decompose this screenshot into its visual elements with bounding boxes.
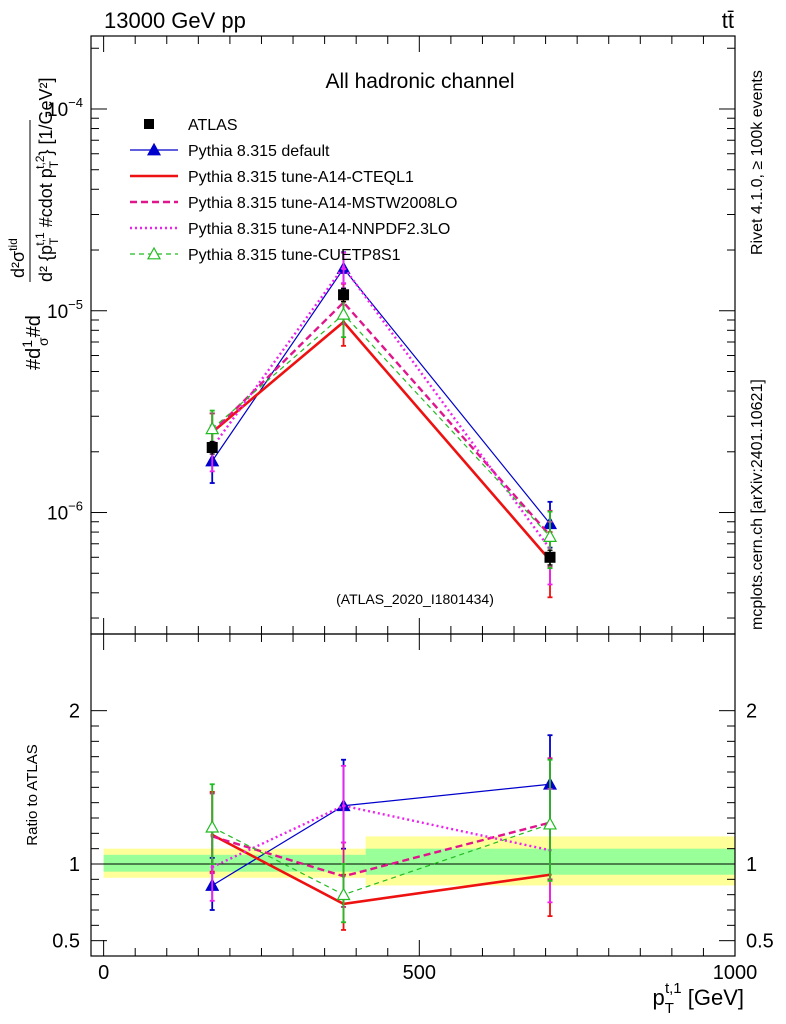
legend-label-atlas: ATLAS	[188, 117, 238, 134]
legend-label-nnpdf: Pythia 8.315 tune-A14-NNPDF2.3LO	[188, 221, 450, 238]
main-y-tick-mantissa: 10	[47, 302, 68, 323]
main-y-tick-exponent: −4	[68, 95, 83, 110]
marker-atlas	[544, 551, 556, 563]
main-y-tick-mantissa: 10	[47, 504, 68, 525]
legend-marker-default	[146, 142, 162, 156]
legend: ATLAS Pythia 8.315 default Pythia 8.315 tu…	[130, 117, 457, 264]
marker-nnpdf	[341, 265, 346, 269]
marker-cuetp	[205, 421, 220, 435]
series-line-cteql1	[211, 320, 551, 562]
x-tick-label: 500	[403, 962, 436, 984]
ratio-y-tick-label-right: 2	[746, 701, 757, 723]
marker-cuetp	[542, 529, 558, 542]
ratio-y-tick-label-right: 0.5	[746, 931, 774, 953]
ylabel-bottom-sub2: T	[47, 160, 61, 168]
svg-text:#d1σ#d: #d1σ#d	[19, 315, 51, 370]
ylabel-part-b: #d	[23, 315, 45, 337]
channel-title: All hadronic channel	[325, 70, 514, 93]
ylabel-bottom-close: }	[36, 150, 56, 156]
main-plot-panel	[205, 251, 558, 599]
x-tick-label: 0	[98, 962, 109, 984]
ylabel-frac-den: σ	[35, 337, 51, 346]
series-line-nnpdf	[211, 264, 551, 550]
ylabel-bottom-sup: t,1	[33, 232, 47, 246]
ratio-axes: 0.5 0.5 1 1 2 2 0 500 1000	[52, 634, 774, 984]
ratio-marker-cuetp	[542, 816, 558, 830]
energy-label: 13000 GeV pp	[104, 8, 246, 33]
main-y-axis-label: #d1σ#d d²σtid d² {pTt,1 #cdot pTt,2} [1/…	[6, 78, 61, 371]
ratio-y-axis-label: Ratio to ATLAS	[24, 744, 41, 845]
ratio-marker-nnpdf	[210, 865, 214, 869]
ylabel-frac-num: 1	[19, 340, 35, 348]
ratio-y-tick-label-left: 1	[69, 854, 80, 876]
ylabel-top-frac: d²σ	[8, 251, 28, 278]
main-y-tick-mantissa: 10	[47, 100, 68, 121]
series-line-default	[211, 267, 551, 525]
marker-atlas	[338, 289, 350, 301]
ratio-marker-cuetp	[336, 887, 351, 901]
ylabel-part-a: #d	[23, 348, 45, 370]
ylabel-bottom-mid: #cdot p	[36, 168, 56, 232]
x-axis-label: pTt,1 [GeV]	[653, 980, 744, 1017]
svg-text:d²σtid: d²σtid	[6, 238, 28, 278]
ratio-line-nnpdf	[211, 804, 551, 869]
ratio-band-inner	[103, 854, 366, 872]
xlabel-main: p	[653, 985, 665, 1010]
ratio-y-tick-label-right: 1	[746, 854, 757, 876]
ylabel-bottom: d² {p	[36, 245, 56, 282]
xlabel-units: [GeV]	[682, 985, 744, 1010]
rivet-label: Rivet 4.1.0, ≥ 100k events	[749, 70, 766, 255]
main-y-tick-label: 10−6	[47, 499, 83, 525]
ylabel-bottom-sup2: t,2	[33, 155, 47, 169]
main-y-tick-exponent: −6	[68, 499, 83, 514]
legend-label-default: Pythia 8.315 default	[188, 143, 330, 160]
legend-label-mstw: Pythia 8.315 tune-A14-MSTW2008LO	[188, 195, 457, 212]
legend-marker-cuetp	[146, 246, 162, 260]
main-y-tick-exponent: −5	[68, 297, 83, 312]
mcplots-label: mcplots.cern.ch [arXiv:2401.10621]	[749, 379, 766, 630]
marker-atlas	[206, 442, 218, 454]
ylabel-bottom-sub: T	[47, 237, 61, 245]
main-axes: 10−610−510−4	[47, 36, 736, 634]
main-y-tick-label: 10−5	[47, 297, 83, 323]
legend-label-cuetp: Pythia 8.315 tune-CUETP8S1	[188, 247, 401, 264]
x-tick-label: 1000	[713, 962, 758, 984]
analysis-id: (ATLAS_2020_I1801434)	[336, 591, 494, 607]
series-line-mstw	[211, 300, 551, 537]
ratio-marker-nnpdf	[341, 804, 346, 808]
ratio-y-tick-label-left: 0.5	[52, 931, 80, 953]
xlabel-sup: t,1	[665, 980, 682, 997]
main-y-tick-label: 10−4	[47, 95, 83, 121]
ratio-plot-panel	[91, 734, 735, 931]
ratio-y-tick-label-left: 2	[69, 701, 80, 723]
process-label: tt̄	[722, 8, 734, 33]
marker-cuetp	[336, 307, 351, 320]
ylabel-top-sup: tid	[6, 238, 20, 251]
ratio-marker-cuetp	[205, 819, 220, 833]
svg-text:d² {pTt,1 #cdot pTt,2} [1/GeV²: d² {pTt,1 #cdot pTt,2} [1/GeV²]	[33, 78, 61, 283]
ratio-plot-frame	[90, 633, 736, 957]
xlabel-sub: T	[665, 1000, 674, 1017]
legend-label-cteql1: Pythia 8.315 tune-A14-CTEQL1	[188, 169, 414, 186]
ylabel-units: [1/GeV²]	[36, 78, 56, 150]
legend-marker-atlas	[144, 119, 154, 129]
